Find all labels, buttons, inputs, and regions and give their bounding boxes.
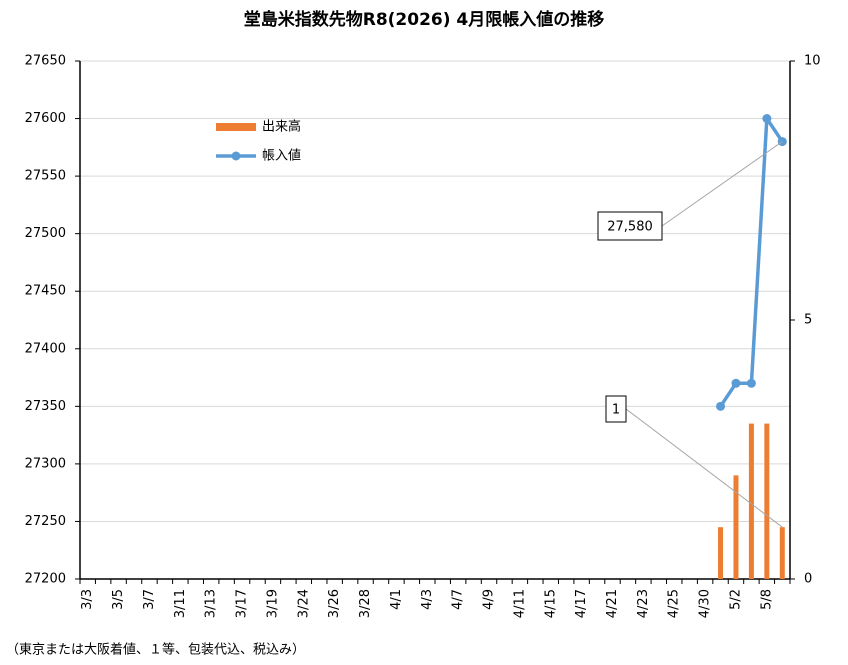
callout-box	[597, 211, 663, 241]
x-tick-label: 3/13	[204, 589, 219, 618]
y-tick-label: 27300	[25, 456, 66, 471]
y-tick-label: 27650	[25, 54, 66, 69]
x-tick-label: 4/21	[605, 589, 620, 618]
x-tick-label: 3/19	[265, 589, 280, 618]
x-tick-label: 3/26	[327, 589, 342, 618]
y-tick-label: 27200	[25, 572, 66, 587]
bar	[764, 423, 770, 579]
y-tick-label: 27550	[25, 169, 66, 184]
x-tick-label: 3/24	[296, 589, 311, 618]
y-tick-label: 27250	[25, 514, 66, 529]
y-tick-label: 27450	[25, 284, 66, 299]
marker	[716, 401, 726, 411]
x-tick-label: 3/11	[173, 589, 188, 618]
legend-label: 出来高	[262, 119, 301, 135]
y-tick-label: 27400	[25, 341, 66, 356]
x-tick-label: 5/8	[759, 589, 774, 610]
legend-marker	[231, 151, 241, 161]
x-tick-label: 4/11	[512, 589, 527, 618]
x-tick-label: 3/5	[111, 589, 126, 610]
line	[719, 116, 784, 408]
y2-tick-label: 10	[804, 54, 821, 69]
x-tick-label: 3/7	[142, 589, 157, 610]
callout-leader	[625, 408, 783, 528]
x-tick-label: 4/15	[543, 589, 558, 618]
x-tick-label: 3/28	[358, 589, 373, 618]
callout-leader	[661, 141, 783, 227]
x-tick-label: 4/23	[636, 589, 651, 618]
bar	[748, 423, 754, 579]
x-tick-label: 4/7	[451, 589, 466, 610]
x-tick-label: 3/3	[80, 589, 95, 610]
legend-label: 帳入値	[262, 148, 301, 164]
x-tick-label: 4/30	[698, 589, 713, 618]
chart-title: 堂島米指数先物R8(2026) 4月限帳入値の推移	[244, 9, 605, 30]
footnote: （東京または大阪着値、１等、包装代込、税込み）	[6, 642, 305, 658]
marker	[731, 378, 741, 388]
bar	[779, 527, 785, 579]
marker	[762, 114, 772, 124]
x-tick-label: 3/17	[235, 589, 250, 618]
x-tick-label: 4/17	[574, 589, 589, 618]
x-tick-label: 5/2	[728, 589, 743, 610]
x-tick-label: 4/1	[389, 589, 404, 610]
bar	[733, 475, 739, 579]
callout-box	[605, 395, 627, 423]
x-tick-label: 4/9	[482, 589, 497, 610]
bar	[718, 527, 724, 579]
y-tick-label: 27600	[25, 111, 66, 126]
y2-tick-label: 5	[804, 313, 812, 328]
marker	[746, 378, 756, 388]
y-tick-label: 27500	[25, 226, 66, 241]
y-tick-label: 27350	[25, 399, 66, 414]
x-tick-label: 4/25	[667, 589, 682, 618]
data-label: 1	[612, 403, 620, 418]
legend-swatch	[216, 123, 256, 131]
y2-tick-label: 0	[804, 572, 812, 587]
data-label: 27,580	[607, 220, 653, 235]
x-tick-label: 4/3	[420, 589, 435, 610]
